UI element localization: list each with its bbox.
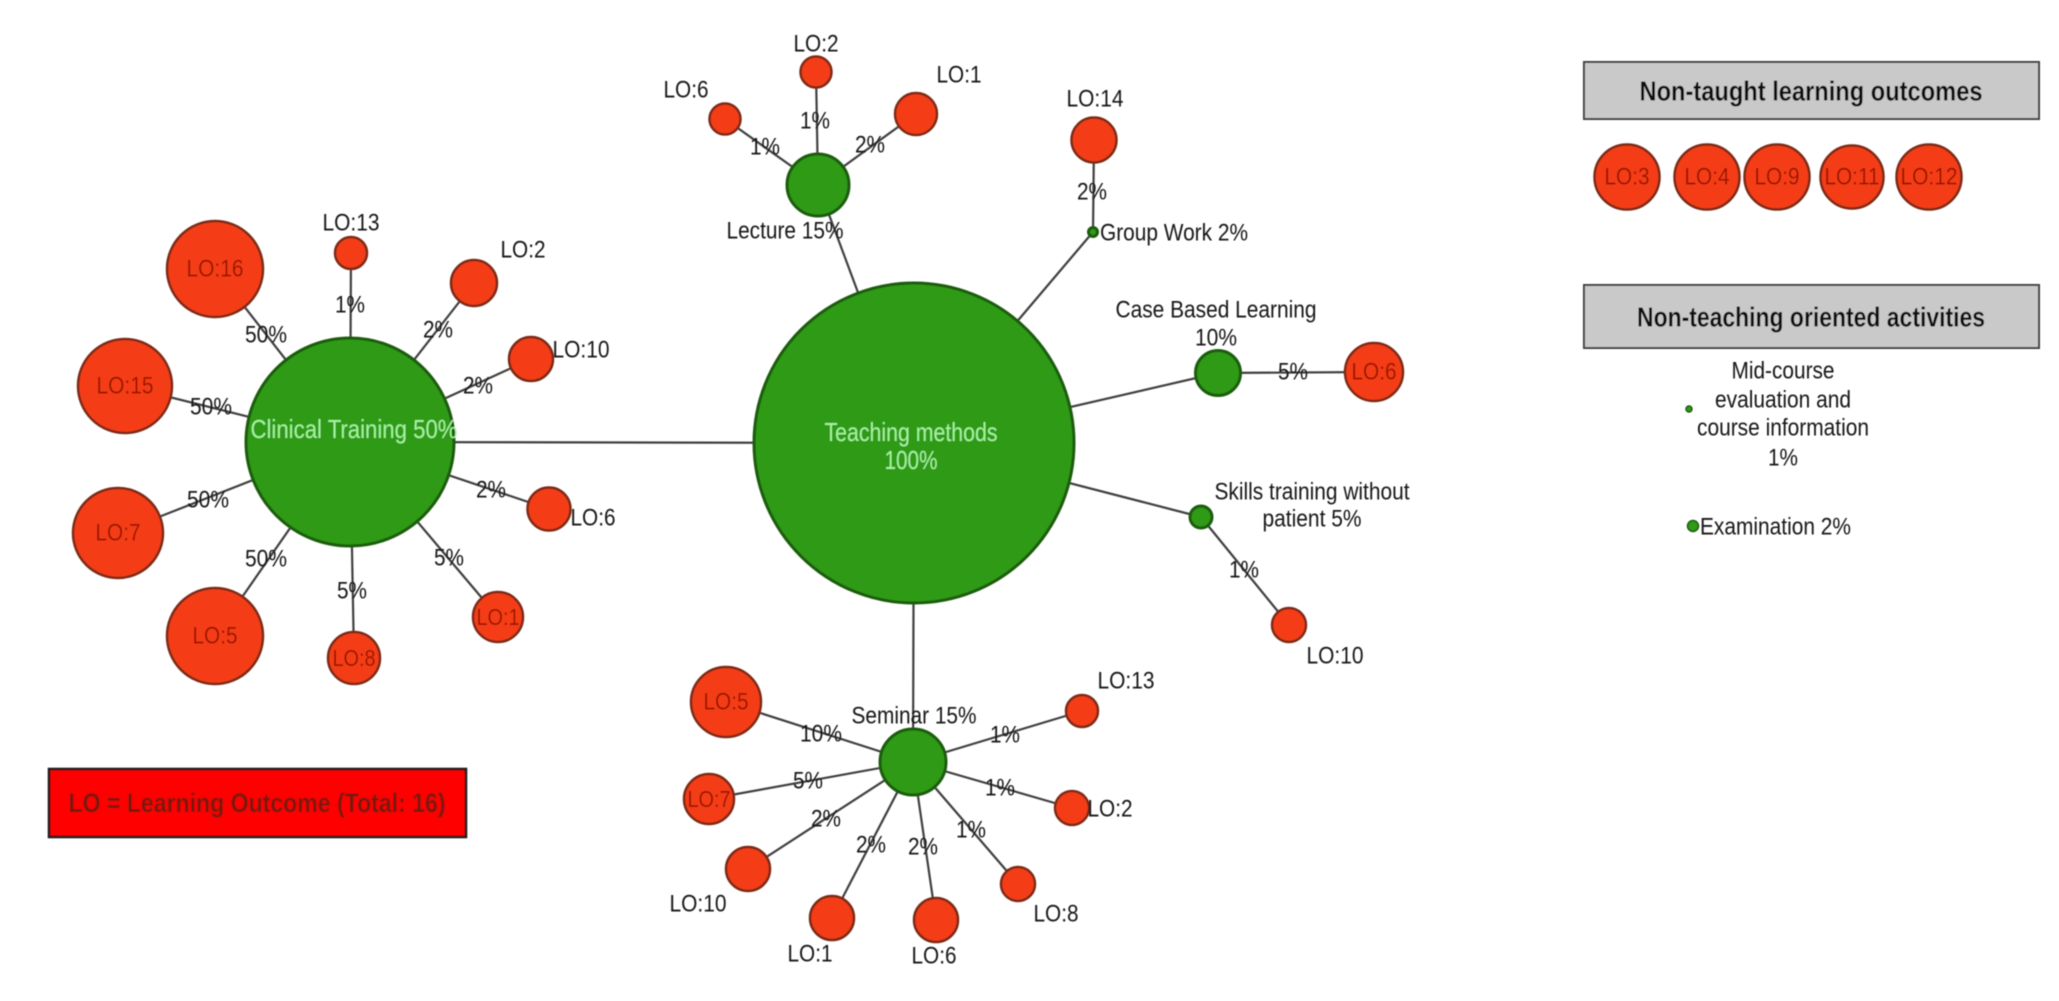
svg-text:5%: 5% [1278,359,1308,386]
svg-text:Examination 2%: Examination 2% [1700,514,1851,541]
svg-text:LO:10: LO:10 [553,337,610,364]
svg-text:1%: 1% [750,134,780,161]
svg-text:2%: 2% [423,317,453,344]
svg-text:2%: 2% [1077,179,1107,206]
svg-text:Lecture 15%: Lecture 15% [727,218,844,245]
svg-text:course information: course information [1697,415,1869,442]
svg-text:Skills training without: Skills training without [1215,479,1410,506]
svg-text:50%: 50% [190,394,232,421]
svg-text:LO:5: LO:5 [704,689,749,716]
svg-text:2%: 2% [463,373,493,400]
svg-text:1%: 1% [956,817,986,844]
svg-text:LO:13: LO:13 [1098,668,1155,695]
svg-text:LO:6: LO:6 [1352,359,1397,386]
svg-text:2%: 2% [476,477,506,504]
svg-text:1%: 1% [985,775,1015,802]
svg-text:LO:10: LO:10 [670,891,727,918]
svg-text:Mid-course: Mid-course [1732,358,1835,385]
svg-text:5%: 5% [793,768,823,795]
svg-text:Non-teaching oriented activiti: Non-teaching oriented activities [1637,302,1985,333]
svg-text:LO:8: LO:8 [1034,901,1079,928]
svg-text:1%: 1% [1768,445,1798,472]
svg-text:LO = Learning Outcome (Total:: LO = Learning Outcome (Total: 16) [69,788,446,818]
svg-text:LO:2: LO:2 [501,237,546,264]
svg-text:Case Based Learning: Case Based Learning [1116,297,1317,324]
svg-text:LO:14: LO:14 [1067,86,1124,113]
svg-text:LO:12: LO:12 [1901,164,1958,191]
svg-text:LO:2: LO:2 [1088,796,1133,823]
svg-text:LO:1: LO:1 [477,604,520,630]
svg-text:Seminar 15%: Seminar 15% [852,703,977,730]
svg-text:patient 5%: patient 5% [1263,506,1362,533]
svg-text:Non-taught learning outcomes: Non-taught learning outcomes [1640,76,1983,107]
svg-text:LO:8: LO:8 [333,645,376,671]
svg-text:LO:6: LO:6 [571,505,616,532]
svg-text:2%: 2% [811,806,841,833]
svg-text:LO:2: LO:2 [794,31,839,58]
svg-text:5%: 5% [337,578,367,605]
svg-text:LO:5: LO:5 [193,623,238,650]
svg-text:Teaching methods: Teaching methods [825,417,998,447]
svg-text:LO:13: LO:13 [323,210,380,237]
svg-text:LO:15: LO:15 [97,373,154,400]
svg-text:LO:7: LO:7 [688,786,731,812]
svg-text:LO:7: LO:7 [96,520,141,547]
svg-text:Clinical Training 50%: Clinical Training 50% [251,414,458,444]
svg-text:50%: 50% [245,546,287,573]
svg-text:2%: 2% [855,132,885,159]
svg-text:1%: 1% [335,292,365,319]
svg-text:1%: 1% [990,722,1020,749]
svg-text:2%: 2% [908,834,938,861]
svg-text:10%: 10% [800,721,842,748]
svg-text:LO:1: LO:1 [788,941,833,968]
svg-text:LO:1: LO:1 [937,62,982,89]
svg-text:100%: 100% [885,445,938,475]
svg-text:1%: 1% [800,108,830,135]
svg-text:LO:4: LO:4 [1685,164,1730,191]
svg-text:evaluation and: evaluation and [1715,387,1851,414]
svg-text:50%: 50% [245,322,287,349]
svg-text:10%: 10% [1195,325,1237,352]
svg-text:LO:6: LO:6 [664,77,709,104]
svg-text:LO:6: LO:6 [912,943,957,970]
svg-text:5%: 5% [434,545,464,572]
svg-text:LO:10: LO:10 [1307,643,1364,670]
svg-text:LO:3: LO:3 [1605,164,1650,191]
svg-text:LO:9: LO:9 [1755,164,1800,191]
svg-text:LO:11: LO:11 [1825,164,1880,191]
svg-text:50%: 50% [187,487,229,514]
svg-text:LO:16: LO:16 [187,256,244,283]
svg-text:2%: 2% [856,832,886,859]
svg-text:1%: 1% [1229,557,1259,584]
svg-text:Group Work 2%: Group Work 2% [1100,220,1248,247]
